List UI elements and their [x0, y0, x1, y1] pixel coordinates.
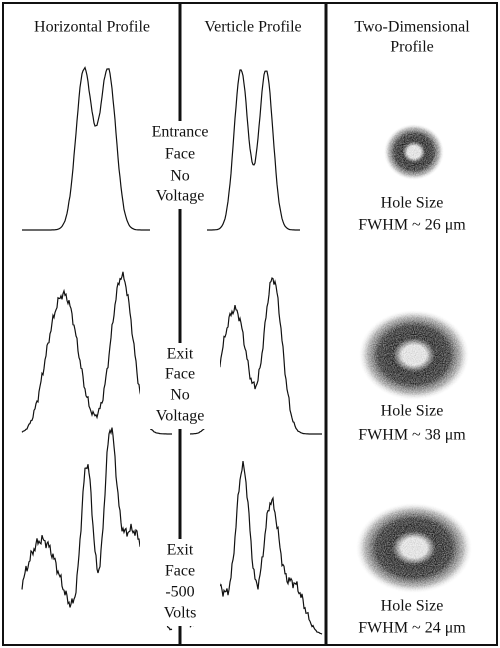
label-background	[140, 539, 220, 626]
fwhm: FWHM ~ 24 μm	[358, 620, 466, 637]
row-label: Face	[165, 366, 195, 383]
profile-curve	[22, 66, 150, 231]
row-label: Face	[165, 146, 195, 163]
row-label: No	[170, 387, 190, 404]
row-label: -500	[165, 584, 194, 601]
row-label: Exit	[167, 346, 194, 363]
header: Two-Dimensional	[354, 19, 470, 36]
row-label: Exit	[167, 542, 194, 559]
header: Profile	[390, 39, 434, 56]
fwhm: FWHM ~ 26 μm	[358, 217, 466, 234]
row-label: Entrance	[152, 124, 209, 141]
profile-curve	[207, 69, 300, 231]
row-label: Volts	[164, 605, 197, 622]
hole-size: Hole Size	[381, 195, 444, 212]
hole-size: Hole Size	[381, 403, 444, 420]
hole-size: Hole Size	[381, 598, 444, 615]
beam-profile	[356, 503, 472, 593]
row-label: No	[170, 168, 190, 185]
row-label: Face	[165, 563, 195, 580]
beam-profile	[384, 124, 444, 180]
row-label: Voltage	[156, 408, 205, 425]
label-background	[140, 121, 220, 209]
row-label: Voltage	[156, 188, 205, 205]
beam-profile	[359, 310, 469, 400]
header: Horizontal Profile	[34, 19, 150, 36]
label-background	[140, 343, 220, 429]
fwhm: FWHM ~ 38 μm	[358, 427, 466, 444]
header: Verticle Profile	[204, 19, 301, 36]
